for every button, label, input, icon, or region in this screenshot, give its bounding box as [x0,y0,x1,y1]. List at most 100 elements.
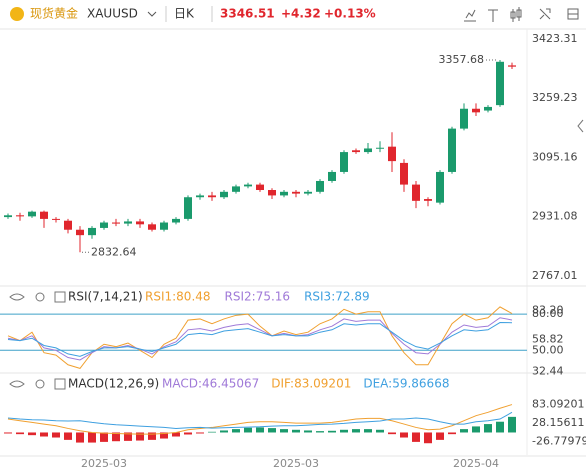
eye-icon[interactable] [9,293,25,301]
candle-body [412,184,420,201]
candle-body [124,221,132,224]
settings-icon[interactable] [35,292,45,302]
macd-bar [340,429,348,433]
macd-bar [412,432,420,442]
candle-body [40,211,48,219]
candle-body [340,152,348,172]
price-change: +4.32 [281,7,321,21]
candle-body [400,162,408,185]
candle-body [376,147,384,149]
macd-bar [424,432,432,444]
box-icon[interactable] [54,291,66,303]
instrument-name[interactable]: 现货黄金 [30,6,78,21]
y-tick-label: 83.09201 [532,398,585,411]
indicator-title: RSI(7,14,21) [68,290,143,304]
macd-bar [52,432,60,438]
eye-icon[interactable] [9,380,25,388]
y-tick-label: 3259.23 [532,91,578,104]
candle-body [148,224,156,230]
macd-bar [100,432,108,442]
macd-bar [16,432,24,435]
macd-bar [268,428,276,433]
tool-icons[interactable] [464,7,579,22]
candle-body [16,215,24,217]
x-tick-label: 2025-03 [81,457,127,470]
layout-icon[interactable] [567,8,579,20]
candle-body [172,218,180,223]
y-tick-label: 2931.08 [532,210,578,223]
y-tick-label: 3095.16 [532,150,578,163]
candle-body [160,222,168,230]
indicator-line [7,317,513,361]
candle-body [208,195,216,198]
candle-body [184,197,192,219]
candle-body [76,229,84,236]
settings-icon[interactable] [35,379,45,389]
legend-entry: RSI2:75.16 [225,290,291,304]
macd-bar [124,432,132,441]
macd-bar [244,427,252,433]
price-change-percent: +0.13% [324,7,376,21]
macd-bar [364,429,372,433]
candle-body [232,186,240,192]
macd-bar [136,432,144,441]
candle-body [88,227,96,236]
candle-body [64,220,72,230]
macd-bar [148,432,156,440]
macd-bar [400,432,408,438]
macd-bar [88,432,96,443]
y-tick-label: -26.77979 [532,434,586,447]
y-tick-label: 83.20 [532,303,564,316]
text-icon[interactable] [488,9,498,22]
candle-body [388,146,396,162]
candle-body [448,128,456,172]
candle-body [508,65,516,67]
low-label: 2832.64 [91,245,137,258]
macd-bar [496,421,504,433]
indicator-icon[interactable] [464,9,476,22]
candle-body [352,150,360,153]
candle-body [280,191,288,196]
legend-entry: DIF:83.09201 [271,377,351,391]
macd-bar [232,429,240,433]
candle-body [4,215,12,218]
macd-bar [508,416,516,433]
macd-bar [76,432,84,443]
rsi-icons[interactable] [9,291,66,390]
macd-bar [220,430,228,433]
candle-body [484,106,492,111]
candle-body [196,195,204,198]
candle-icon[interactable] [510,7,522,22]
candle-body [100,222,108,228]
x-tick-label: 2025-03 [273,457,319,470]
y-tick-label: 3423.31 [532,32,578,45]
macd-bar [40,432,48,437]
macd-bar [112,432,120,442]
macd-bar [304,430,312,433]
dropdown-caret[interactable] [147,11,157,17]
macd-bar [64,432,72,440]
y-tick-label: 2767.01 [532,269,578,282]
draw-icon[interactable] [539,8,551,20]
macd-bar [28,432,36,436]
legend-entry: DEA:59.86668 [363,377,449,391]
instrument-symbol[interactable]: XAUUSD [87,7,138,21]
macd-bar [4,432,12,434]
y-tick-label: 50.00 [532,343,564,356]
indicator-line [7,322,513,357]
macd-bar [448,432,456,435]
collapse-arrow[interactable] [577,119,584,133]
indicator-title: MACD(12,26,9) [68,377,159,391]
period[interactable]: 日K [174,7,195,21]
y-tick-label: 32.44 [532,364,564,377]
macd-bar [196,432,204,434]
high-label: 3357.68 [439,53,485,66]
candle-body [304,191,312,194]
macd-bar [436,432,444,440]
candle-body [496,61,504,106]
candle-body [220,191,228,198]
candle-body [52,218,60,220]
macd-bar [280,429,288,433]
box-icon[interactable] [54,378,66,390]
